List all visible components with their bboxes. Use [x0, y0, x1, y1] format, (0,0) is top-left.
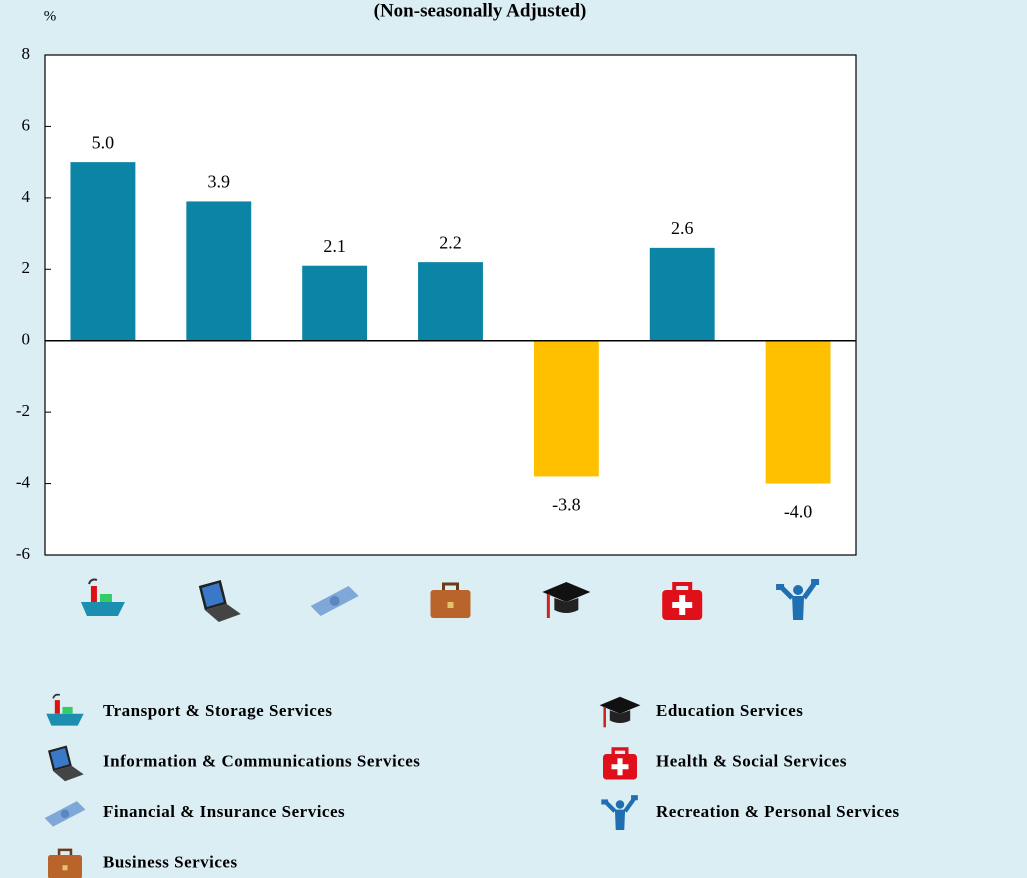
icon-part: [57, 848, 73, 855]
bar: [186, 201, 252, 341]
icon-part: [442, 582, 459, 590]
bar: [765, 340, 831, 484]
value-label: -4.0: [784, 502, 813, 522]
value-label: 2.6: [671, 218, 694, 238]
bar: [533, 340, 599, 477]
y-tick-label: -4: [16, 472, 31, 491]
legend-label: Health & Social Services: [656, 751, 847, 770]
legend-label: Recreation & Personal Services: [656, 802, 900, 821]
icon-part: [609, 710, 631, 724]
category-icon: [80, 578, 125, 616]
category-icon: [48, 848, 82, 878]
legend-label: Education Services: [656, 701, 803, 720]
category-icon: [48, 745, 84, 782]
y-axis-label: %: [44, 8, 57, 24]
y-tick-label: -6: [16, 544, 30, 563]
category-icon: [430, 582, 471, 618]
icon-part: [60, 809, 70, 819]
icon-part: [447, 602, 454, 608]
icon-part: [87, 578, 98, 585]
bar: [649, 247, 715, 341]
category-icon: [542, 582, 591, 618]
icon-part: [631, 795, 638, 801]
category-icon: [603, 747, 637, 780]
icon-part: [204, 604, 241, 622]
category-icon: [776, 579, 820, 620]
icon-part: [776, 584, 785, 590]
icon-part: [80, 602, 125, 616]
icon-part: [90, 586, 97, 602]
icon-part: [62, 706, 73, 714]
icon-part: [793, 585, 804, 595]
y-tick-label: 4: [22, 187, 31, 206]
y-tick-label: 6: [22, 115, 31, 134]
legend-label: Information & Communications Services: [103, 751, 420, 770]
category-icon: [599, 696, 641, 728]
icon-part: [62, 865, 68, 871]
icon-part: [54, 700, 60, 714]
chart-subtitle: (Non-seasonally Adjusted): [374, 0, 587, 21]
icon-part: [50, 748, 70, 769]
icon-part: [615, 800, 625, 809]
bar: [70, 162, 136, 341]
y-tick-label: -2: [16, 401, 30, 420]
icon-part: [601, 799, 609, 805]
category-icon: [46, 693, 84, 726]
icon-part: [614, 809, 626, 830]
y-tick-label: 2: [22, 258, 31, 277]
icon-part: [672, 595, 693, 615]
category-icon: [198, 580, 241, 622]
value-label: 3.9: [208, 172, 231, 192]
legend-label: Transport & Storage Services: [103, 701, 332, 720]
icon-part: [52, 693, 61, 699]
icon-part: [611, 758, 629, 776]
icon-part: [792, 596, 805, 620]
y-tick-label: 0: [22, 330, 31, 349]
icon-part: [329, 596, 340, 606]
value-label: 2.1: [323, 236, 346, 256]
legend-label: Financial & Insurance Services: [103, 802, 345, 821]
icon-part: [554, 598, 579, 613]
category-icon: [310, 586, 359, 616]
icon-part: [99, 594, 112, 602]
y-tick-label: 8: [22, 44, 31, 63]
bar: [418, 262, 483, 341]
category-icon: [44, 801, 86, 827]
category-icon: [601, 795, 638, 830]
value-label: 5.0: [92, 132, 115, 152]
icon-part: [672, 582, 693, 590]
icon-part: [46, 713, 84, 726]
legend-label: Business Services: [103, 852, 238, 871]
value-label: -3.8: [552, 495, 581, 515]
bar: [302, 265, 368, 341]
icon-part: [53, 765, 84, 782]
icon-part: [611, 747, 629, 754]
category-icon: [662, 582, 703, 620]
icon-part: [811, 579, 820, 585]
icon-part: [542, 582, 591, 602]
value-label: 2.2: [439, 232, 462, 252]
icon-part: [201, 583, 224, 607]
icon-part: [599, 696, 641, 714]
